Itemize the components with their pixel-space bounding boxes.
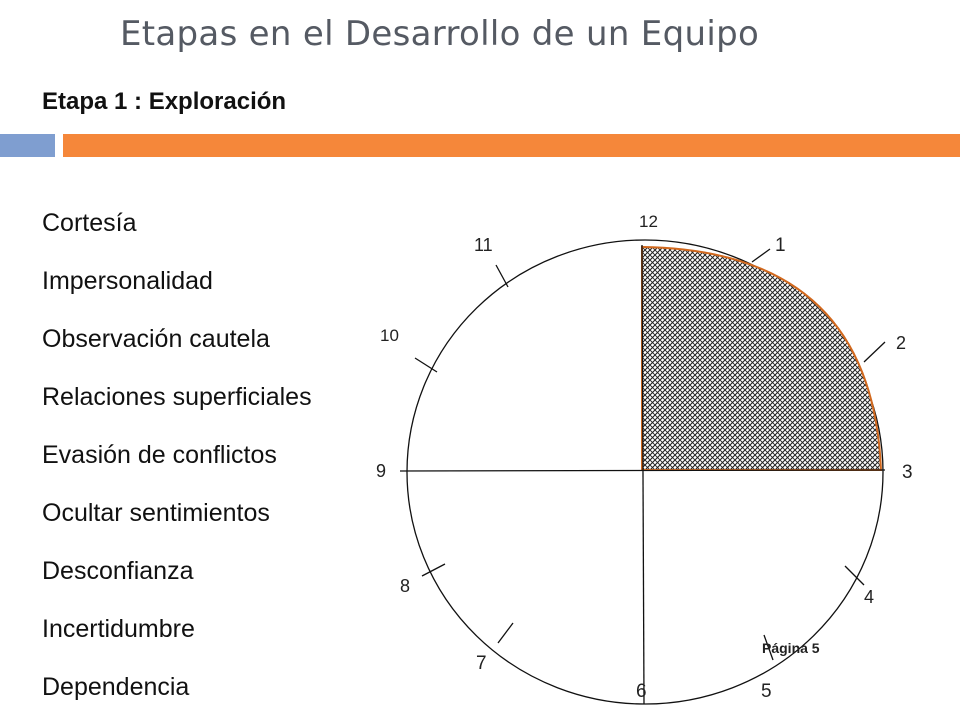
hour-label-12: 12 [639,212,658,231]
trait-item: Relaciones superficiales [42,383,312,411]
horizontal-axis [399,469,886,472]
hour-label-10: 10 [380,326,399,345]
trait-item: Evasión de conflictos [42,441,277,469]
accent-bar-blue [0,134,55,157]
hour-label-9: 9 [376,461,386,481]
vertical-axis [641,244,645,705]
tick-8 [421,563,446,577]
stage-subtitle: Etapa 1 : Exploración [42,88,287,115]
hour-label-6: 6 [636,681,647,702]
hour-label-4: 4 [864,587,874,607]
traits-list: Cortesía Impersonalidad Observación caut… [42,200,312,722]
tick-5 [763,634,774,661]
trait-item: Incertidumbre [42,615,195,643]
trait-item: Impersonalidad [42,267,213,295]
page-label: Página 5 [762,640,820,656]
tick-11 [495,264,509,288]
hour-label-7: 7 [476,653,487,674]
slide-title: Etapas en el Desarrollo de un Equipo [120,14,760,54]
trait-item: Desconfianza [42,557,194,585]
tick-7 [497,622,514,644]
hour-label-2: 2 [896,333,906,353]
shaded-sector [641,245,883,471]
trait-item: Dependencia [42,673,190,701]
hour-label-1: 1 [775,235,786,256]
hour-label-11: 11 [474,235,493,255]
hour-label-3: 3 [902,462,913,483]
tick-4 [844,565,865,586]
hour-label-8: 8 [400,576,410,596]
trait-item: Ocultar sentimientos [42,499,270,527]
tick-10 [414,357,438,373]
hour-label-5: 5 [761,681,772,702]
trait-item: Observación cautela [42,325,270,353]
hour-ticks [414,248,886,661]
tick-1 [751,248,771,263]
trait-item: Cortesía [42,209,137,237]
tick-2 [863,341,886,363]
accent-bar-orange [63,134,960,157]
